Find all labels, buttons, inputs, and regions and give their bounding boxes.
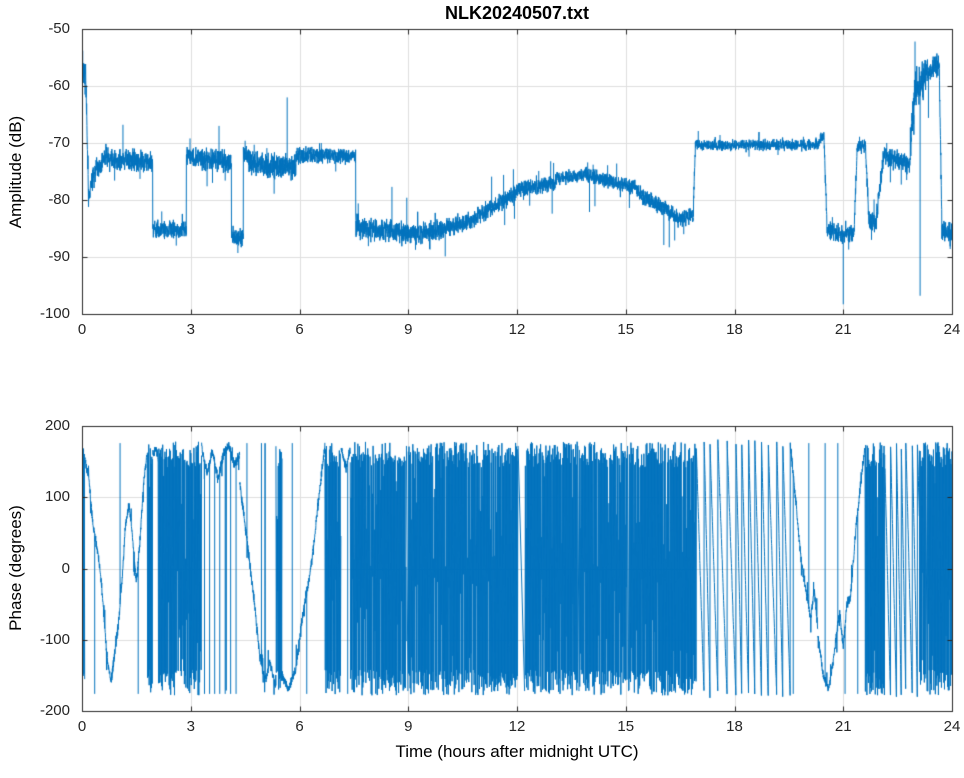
phase-x-tick-label: 6 (295, 718, 304, 735)
amplitude-y-tick-label: -70 (48, 134, 70, 151)
phase-x-tick-label: 0 (77, 718, 87, 735)
amplitude-y-tick-label: -100 (39, 305, 70, 322)
amplitude-x-tick-label: 9 (404, 321, 413, 338)
amplitude-x-tick-label: 0 (77, 321, 87, 338)
amplitude-y-tick-label: -90 (48, 248, 70, 265)
amplitude-x-tick-label: 12 (508, 321, 526, 338)
phase-x-tick-label: 18 (726, 718, 743, 735)
phase-x-tick-label: 24 (943, 718, 961, 735)
amplitude-y-tick-label: -60 (48, 77, 70, 94)
amplitude-x-tick-label: 15 (617, 321, 635, 338)
phase-y-tick-label: -200 (39, 702, 70, 719)
amplitude-x-tick-label: 21 (834, 321, 852, 338)
phase-x-tick-label: 3 (186, 718, 195, 735)
phase-x-tick-label: 15 (617, 718, 635, 735)
amplitude-y-tick-label: -80 (48, 191, 70, 208)
phase-y-tick-label: 200 (44, 417, 70, 434)
phase-x-tick-label: 21 (834, 718, 852, 735)
phase-x-tick-label: 12 (508, 718, 526, 735)
amplitude-x-tick-label: 3 (186, 321, 195, 338)
amplitude-y-tick-label: -50 (48, 20, 70, 37)
phase-y-tick-label: 100 (44, 488, 70, 506)
figure-title: NLK20240507.txt (444, 3, 590, 23)
phase-y-tick-label: 0 (61, 559, 70, 577)
amplitude-x-tick-label: 6 (295, 321, 304, 338)
time-x-axis-label: Time (hours after midnight UTC) (395, 742, 639, 761)
phase-y-tick-label: -100 (39, 630, 70, 648)
amplitude-x-tick-label: 24 (943, 321, 961, 338)
phase-x-tick-label: 9 (404, 718, 413, 735)
amplitude-x-tick-label: 18 (726, 321, 743, 338)
